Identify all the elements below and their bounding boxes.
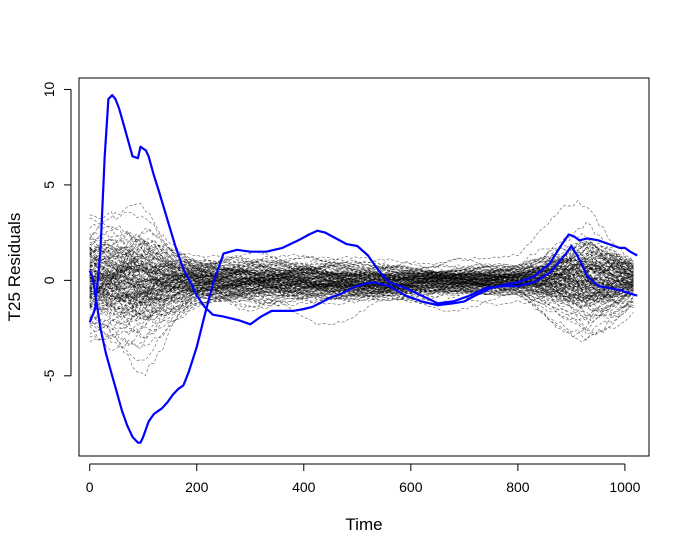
y-tick-label: 0 xyxy=(41,276,57,284)
background-curve xyxy=(89,258,634,361)
background-curve xyxy=(89,238,634,302)
background-curve xyxy=(89,285,634,332)
y-tick-label: 10 xyxy=(41,81,57,97)
background-curve xyxy=(89,262,634,302)
x-axis: 0 200 400 600 800 1000 xyxy=(86,463,641,495)
background-curve xyxy=(89,250,634,314)
background-curve xyxy=(89,262,634,318)
background-curve xyxy=(89,278,634,294)
background-curve xyxy=(89,273,634,316)
background-curve xyxy=(89,231,634,285)
y-tick-label: -5 xyxy=(41,369,57,382)
background-curve xyxy=(89,239,634,303)
background-curve xyxy=(89,255,634,335)
background-curve xyxy=(89,252,634,292)
blue-series-line-2 xyxy=(88,229,638,444)
background-curve xyxy=(89,269,634,321)
plot-frame xyxy=(78,77,650,457)
background-curve xyxy=(89,270,634,296)
background-curve xyxy=(89,263,634,291)
background-curve xyxy=(89,267,634,306)
background-curve xyxy=(89,269,634,320)
x-axis-title: Time xyxy=(345,515,382,534)
background-curve xyxy=(89,240,634,317)
background-curve xyxy=(89,242,634,338)
x-tick-label: 800 xyxy=(506,479,530,495)
y-axis: -5 0 5 10 xyxy=(41,81,72,382)
x-tick-label: 600 xyxy=(399,479,423,495)
background-curve xyxy=(89,255,634,292)
background-curve xyxy=(89,281,634,319)
background-curve xyxy=(89,259,634,350)
x-tick-label: 400 xyxy=(292,479,316,495)
background-curve xyxy=(89,243,634,282)
background-curve xyxy=(89,241,634,307)
x-tick-label: 1000 xyxy=(609,479,640,495)
background-curve xyxy=(89,252,634,304)
background-curve xyxy=(89,277,634,322)
blue-series-line-1 xyxy=(88,94,638,326)
background-curve xyxy=(89,246,634,301)
background-curve xyxy=(89,269,634,308)
background-curve xyxy=(89,266,634,300)
background-curve xyxy=(89,225,634,289)
background-curve xyxy=(89,279,634,314)
background-curve xyxy=(89,260,634,312)
background-curve xyxy=(89,245,634,292)
highlighted-curves xyxy=(88,94,638,444)
background-curve xyxy=(89,241,634,294)
x-tick-label: 200 xyxy=(185,479,209,495)
background-curve xyxy=(89,241,634,314)
background-curve xyxy=(89,282,634,307)
background-curve xyxy=(89,269,634,333)
background-curves xyxy=(89,200,634,377)
y-tick-label: 5 xyxy=(41,181,57,189)
background-curve xyxy=(89,223,634,288)
background-curve xyxy=(89,240,634,301)
y-axis-title: T25 Residuals xyxy=(5,213,24,322)
x-tick-label: 0 xyxy=(86,479,94,495)
